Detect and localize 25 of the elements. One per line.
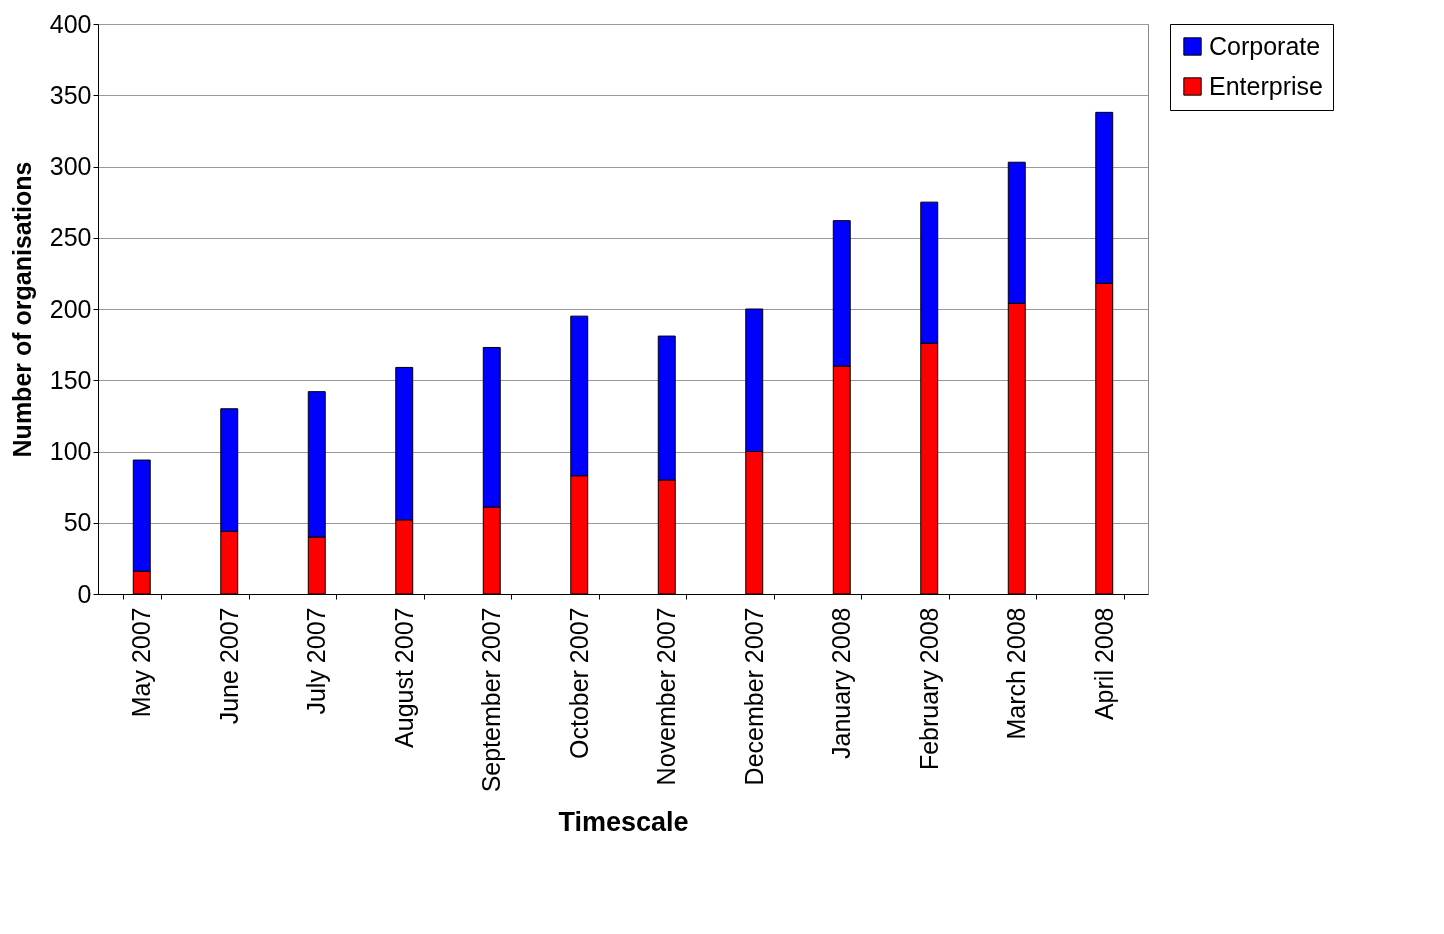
x-tick-label: July 2007 (302, 607, 331, 715)
x-tick-label: August 2007 (389, 607, 418, 748)
x-tick-label: January 2008 (827, 607, 856, 760)
x-tick-label: March 2008 (1002, 607, 1031, 740)
legend-label: Corporate (1209, 31, 1321, 60)
y-tick-label: 300 (49, 152, 92, 180)
y-tick-label: 400 (49, 9, 92, 38)
y-axis-title: Number of organisations (7, 161, 36, 458)
x-tick-label: December 2007 (739, 607, 768, 786)
x-tick-label: April 2008 (1089, 607, 1118, 721)
y-tick-label: 350 (49, 80, 92, 109)
y-tick-label: 0 (77, 579, 92, 608)
x-tick-label: October 2007 (564, 607, 593, 759)
y-tick-label: 50 (63, 508, 92, 537)
x-tick-label: February 2008 (914, 607, 943, 771)
x-tick-label: June 2007 (214, 607, 243, 725)
y-tick-label: 200 (49, 294, 92, 323)
x-tick-label: September 2007 (477, 607, 506, 793)
x-tick-label: November 2007 (652, 607, 681, 786)
legend-label: Enterprise (1209, 71, 1323, 100)
y-tick-label: 250 (49, 223, 92, 252)
x-tick-label: May 2007 (127, 607, 156, 718)
x-axis-title: Timescale (558, 807, 689, 838)
y-tick-label: 100 (49, 437, 92, 465)
y-tick-label: 150 (49, 365, 92, 394)
